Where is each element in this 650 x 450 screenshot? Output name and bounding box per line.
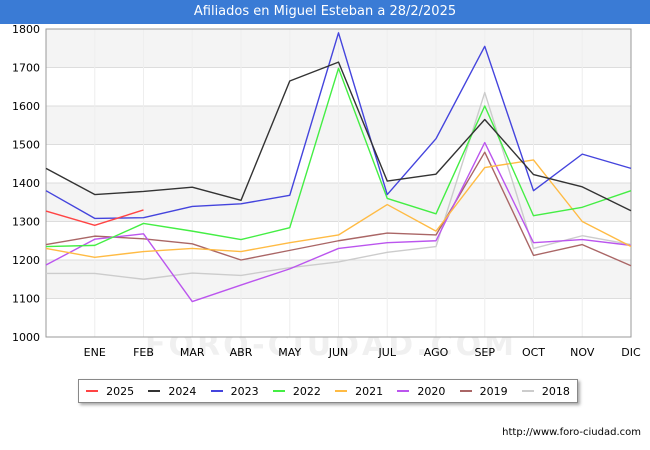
legend-item-2019: 2019 [459, 384, 508, 398]
legend-label: 2024 [168, 384, 197, 398]
y-tick-label: 1200 [12, 254, 40, 267]
legend: 2025 2024 2023 2022 2021 2020 2019 2018 [78, 379, 578, 403]
series-line-2023 [45, 32, 632, 220]
y-tick-label: 1700 [12, 62, 40, 75]
x-tick-label: ABR [230, 346, 253, 359]
legend-item-2023: 2023 [210, 384, 259, 398]
legend-item-2018: 2018 [521, 384, 570, 398]
x-tick-label: AGO [424, 346, 449, 359]
y-tick-label: 1000 [12, 331, 40, 344]
y-tick-label: 1800 [12, 23, 40, 36]
y-tick-label: 1500 [12, 139, 40, 152]
y-tick-label: 1300 [12, 216, 40, 229]
x-tick-label: MAR [180, 346, 205, 359]
legend-item-2025: 2025 [86, 385, 134, 398]
y-tick-label: 1100 [12, 293, 40, 306]
y-tick-label: 1600 [12, 100, 40, 113]
legend-label: 2025 [106, 384, 135, 398]
x-tick-label: NOV [570, 346, 595, 359]
series-line-2024 [45, 61, 632, 212]
series-line-2025 [45, 209, 144, 227]
legend-swatch [148, 390, 161, 392]
series-line-2020 [45, 141, 632, 303]
legend-item-2024: 2024 [148, 385, 196, 398]
legend-swatch [335, 390, 348, 392]
legend-swatch [210, 390, 223, 392]
legend-label: 2018 [541, 384, 570, 398]
legend-swatch [86, 390, 99, 392]
series-line-2022 [45, 67, 632, 248]
legend-swatch [521, 390, 534, 392]
x-tick-label: ENE [84, 346, 106, 359]
legend-item-2022: 2022 [272, 384, 321, 398]
series-line-2021 [45, 159, 632, 259]
legend-swatch [459, 390, 472, 392]
source-link[interactable]: http://www.foro-ciudad.com [502, 427, 641, 438]
x-tick-label: FEB [133, 346, 154, 359]
legend-label: 2023 [230, 384, 259, 398]
x-tick-label: OCT [522, 346, 545, 359]
x-tick-label: DIC [621, 346, 641, 359]
x-tick-label: JUN [328, 346, 349, 359]
legend-label: 2020 [417, 384, 446, 398]
series-line-2018 [46, 91, 632, 280]
chart-title: Afiliados en Miguel Esteban a 28/2/2025 [0, 0, 650, 24]
y-tick-label: 1400 [12, 177, 40, 190]
x-tick-label: JUL [378, 346, 397, 359]
plot-frame [45, 28, 632, 338]
legend-swatch [397, 390, 410, 392]
legend-label: 2022 [292, 384, 321, 398]
series-line-2019 [45, 151, 632, 267]
legend-item-2021: 2021 [335, 385, 383, 398]
x-tick-label: SEP [474, 346, 495, 359]
legend-swatch [272, 390, 285, 392]
legend-label: 2019 [479, 384, 508, 398]
legend-label: 2021 [355, 384, 384, 398]
legend-item-2020: 2020 [397, 385, 445, 398]
x-tick-label: MAY [278, 346, 301, 359]
